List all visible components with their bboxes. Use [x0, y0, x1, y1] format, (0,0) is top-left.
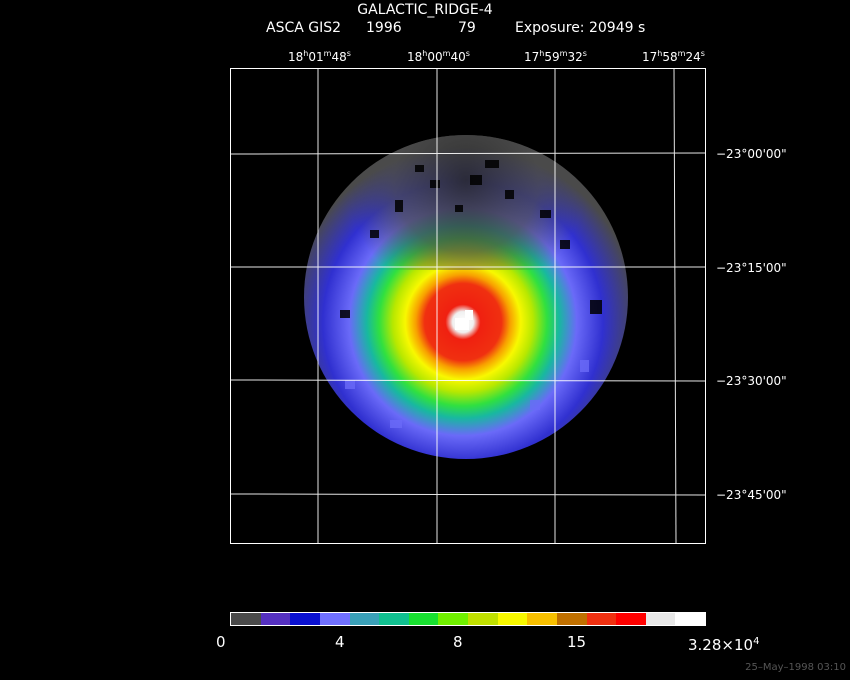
timestamp: 25–May–1998 03:10 — [745, 662, 846, 673]
sky-image — [229, 67, 707, 544]
ra-label: 17h59m32s — [524, 49, 587, 64]
colorbar — [230, 612, 706, 626]
image-title: GALACTIC_RIDGE-4 — [357, 2, 493, 18]
ra-label: 17h58m24s — [642, 49, 705, 64]
ra-label: 18h00m40s — [407, 49, 470, 64]
colorbar-swatch — [438, 613, 468, 625]
colorbar-swatch — [408, 613, 439, 625]
colorbar-swatch — [527, 613, 557, 625]
plot-frame — [230, 68, 706, 544]
colorbar-max-label: 3.28×104 — [688, 636, 760, 654]
colorbar-swatch — [290, 613, 320, 625]
colorbar-swatch — [556, 613, 587, 625]
colorbar-label: 8 — [453, 633, 463, 651]
colorbar-swatch — [379, 613, 409, 625]
colorbar-swatch — [645, 613, 676, 625]
year-label: 1996 — [366, 20, 402, 36]
dec-label: −23°15'00" — [716, 261, 787, 275]
colorbar-label: 4 — [335, 633, 345, 651]
dec-label: −23°45'00" — [716, 488, 787, 502]
day-label: 79 — [458, 20, 476, 36]
colorbar-swatch — [497, 613, 528, 625]
colorbar-label: 0 — [216, 633, 226, 651]
coordinate-grid — [229, 67, 707, 544]
colorbar-swatch — [319, 613, 350, 625]
colorbar-swatch — [231, 613, 261, 625]
detector-field — [304, 135, 628, 459]
colorbar-swatch — [616, 613, 646, 625]
colorbar-swatch — [675, 613, 705, 625]
colorbar-swatch — [260, 613, 291, 625]
instrument-label: ASCA GIS2 — [266, 20, 342, 36]
dec-label: −23°00'00" — [716, 147, 787, 161]
colorbar-swatch — [468, 613, 498, 625]
exposure-label: Exposure: 20949 s — [515, 20, 646, 36]
ra-label: 18h01m48s — [288, 49, 351, 64]
colorbar-swatch — [349, 613, 380, 625]
colorbar-label: 15 — [567, 633, 587, 651]
dec-label: −23°30'00" — [716, 374, 787, 388]
colorbar-swatch — [586, 613, 617, 625]
